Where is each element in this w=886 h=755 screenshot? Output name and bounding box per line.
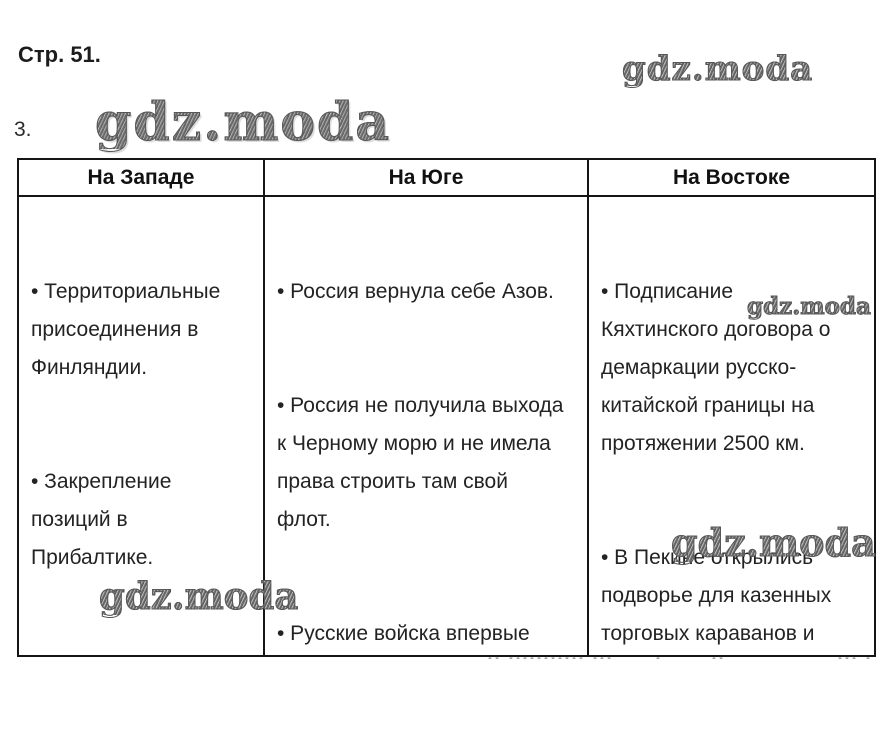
cell-west: • Территориальные присоединения в Финлян… xyxy=(19,197,265,655)
bullet-item: • Закрепление позиций в Прибалтике. xyxy=(31,470,172,569)
bullet-item: • Подписание Кяхтинского договора о дема… xyxy=(601,280,831,455)
answers-table: На Западе На Юге На Востоке • Территориа… xyxy=(17,158,876,657)
header-cell-east: На Востоке xyxy=(589,160,874,197)
table-header-row: На Западе На Юге На Востоке xyxy=(19,160,874,197)
clipped-footer-text: -- ----------- --- - -- --- - - --- xyxy=(487,655,873,664)
table-body-row: • Территориальные присоединения в Финлян… xyxy=(19,197,874,655)
bullet-item: • В Пекине открылись подворье для казенн… xyxy=(601,546,832,645)
bullet-item: • Территориальные присоединения в Финлян… xyxy=(31,280,221,379)
bullet-item: • Повышение военного престижа. xyxy=(31,653,255,655)
bullet-item: • Россия не получила выхода к Черному мо… xyxy=(277,394,564,531)
cell-south: • Россия вернула себе Азов. • Россия не … xyxy=(265,197,589,655)
cell-east: • Подписание Кяхтинского договора о дема… xyxy=(589,197,874,655)
header-cell-west: На Западе xyxy=(19,160,265,197)
watermark-large: gdz.moda xyxy=(94,92,392,153)
page-number-label: Стр. 51. xyxy=(18,42,101,67)
bullet-item: • Русские войска впервые вторглись во вл… xyxy=(277,622,530,645)
watermark-top-right: gdz.moda xyxy=(621,49,814,89)
header-cell-south: На Юге xyxy=(265,160,589,197)
exercise-number: 3. xyxy=(14,118,32,141)
bullet-item: • Россия вернула себе Азов. xyxy=(277,280,554,303)
